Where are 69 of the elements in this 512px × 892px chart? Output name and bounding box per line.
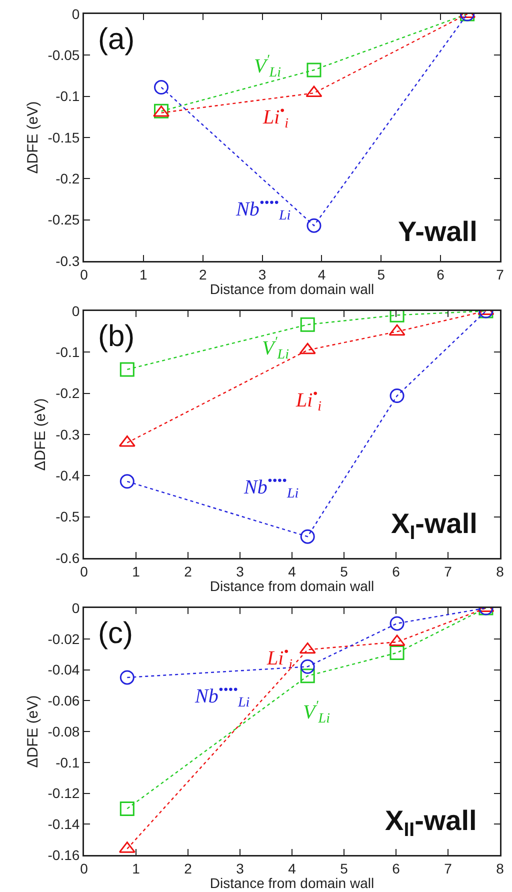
x-tick-label: 5 — [340, 860, 348, 876]
x-tick-label: 4 — [288, 563, 296, 580]
y-tick-label: 0 — [72, 302, 80, 319]
y-tick-label: -0.3 — [56, 252, 80, 269]
annotation: X$_{I}$-wall — [391, 508, 478, 544]
x-tick-label: 6 — [392, 860, 400, 876]
x-tick-label: 1 — [140, 266, 148, 282]
y-tick-label: -0.5 — [56, 508, 80, 525]
x-tick-label: 2 — [184, 563, 192, 580]
y-tick-label: -0.06 — [48, 692, 80, 709]
x-tick-label: 5 — [377, 266, 386, 282]
y-tick-label: -0.02 — [48, 630, 80, 647]
point — [300, 659, 315, 674]
y-tick-label: -0.14 — [48, 816, 80, 832]
y-tick-label: -0.25 — [48, 212, 80, 228]
x-tick-label: 1 — [132, 563, 140, 580]
y-tick-label: -0.1 — [56, 344, 80, 360]
y-tick-label: -0.4 — [56, 468, 80, 484]
y-tick-label: -0.3 — [56, 426, 80, 442]
y-tick-label: 0 — [72, 600, 80, 616]
y-tick-label: 0 — [72, 6, 80, 22]
y-tick-label: -0.2 — [56, 170, 80, 187]
x-tick-label: 4 — [288, 860, 296, 876]
x-tick-label: 7 — [444, 563, 452, 580]
y-axis-title: ΔDFE (eV) — [32, 398, 50, 471]
annotation: X$_{II}$-wall — [385, 805, 477, 841]
x-axis-title: Distance from domain wall — [210, 281, 374, 297]
point — [300, 529, 315, 544]
x-tick-label: 1 — [132, 860, 140, 876]
annotation: Y-wall — [398, 216, 478, 247]
y-axis-title: ΔDFE (eV) — [24, 695, 42, 768]
point — [300, 668, 315, 684]
annotation: (a) — [98, 23, 135, 56]
y-tick-label: -0.12 — [48, 785, 80, 802]
y-tick-label: -0.08 — [48, 723, 80, 740]
x-tick-label: 2 — [184, 860, 192, 876]
x-tick-label: 8 — [496, 860, 504, 876]
point — [390, 616, 404, 631]
x-tick-label: 3 — [236, 860, 244, 876]
y-axis-title: ΔDFE (eV) — [24, 101, 42, 174]
x-axis-title: Distance from domain wall — [210, 578, 374, 594]
y-tick-label: -0.04 — [48, 662, 80, 678]
y-tick-label: -0.1 — [56, 754, 80, 770]
x-tick-label: 7 — [496, 266, 504, 282]
x-tick-label: 6 — [392, 563, 400, 580]
point — [120, 474, 134, 489]
y-tick-label: -0.6 — [56, 550, 80, 566]
y-tick-label: -0.1 — [56, 88, 80, 104]
x-tick-label: 7 — [444, 860, 452, 876]
y-tick-label: -0.05 — [48, 47, 80, 64]
annotation: (c) — [98, 617, 133, 650]
point — [390, 646, 404, 660]
point — [300, 317, 315, 332]
x-tick-label: 8 — [496, 563, 504, 580]
y-tick-label: -0.15 — [48, 129, 80, 146]
x-tick-label: 3 — [236, 563, 244, 580]
point — [120, 670, 134, 685]
annotation: (b) — [98, 320, 135, 353]
point — [120, 362, 134, 377]
y-tick-label: -0.2 — [56, 385, 80, 402]
x-axis-title: Distance from domain wall — [210, 875, 374, 891]
x-tick-label: 4 — [318, 266, 326, 282]
x-tick-label: 3 — [258, 266, 266, 282]
x-tick-label: 6 — [436, 266, 445, 282]
point — [120, 801, 134, 816]
x-tick-label: 5 — [340, 563, 348, 580]
y-tick-label: -0.16 — [48, 846, 80, 863]
point — [390, 388, 404, 404]
x-tick-label: 2 — [198, 266, 207, 282]
